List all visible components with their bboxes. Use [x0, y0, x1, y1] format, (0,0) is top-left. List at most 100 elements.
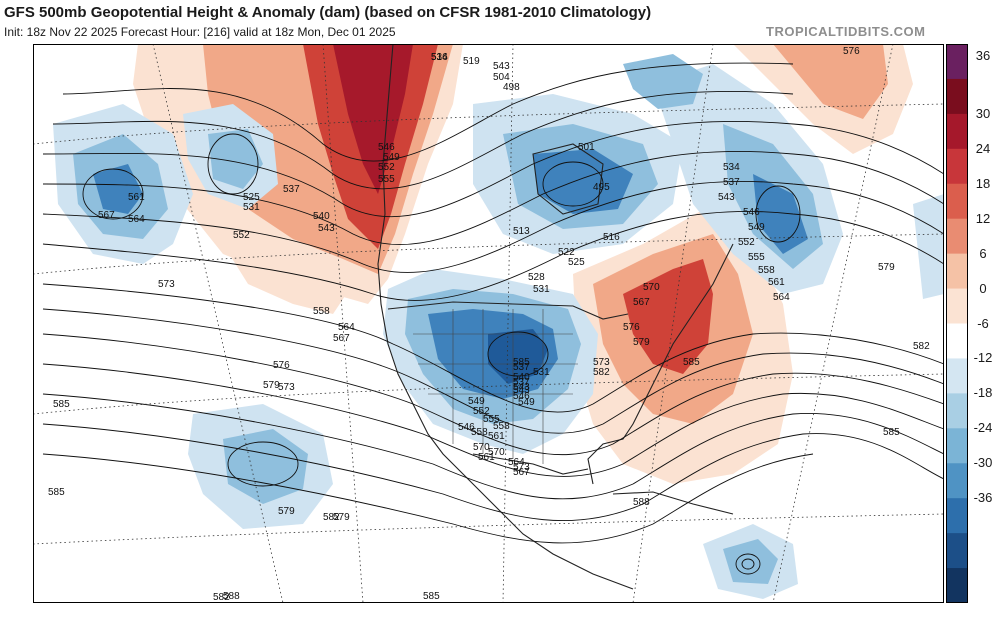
contour-label: 576 — [623, 322, 640, 333]
closed-low-caribbean-inner — [741, 558, 755, 570]
contour-label: 582 — [913, 341, 930, 352]
colorbar-band — [946, 148, 968, 185]
colorbar-band — [946, 393, 968, 429]
contour-label: 498 — [503, 82, 520, 93]
contour-label: 546 — [458, 422, 475, 433]
brand-watermark: TROPICALTIDBITS.COM — [766, 24, 926, 39]
contour-label: 579 — [278, 506, 295, 517]
cuba — [612, 491, 734, 515]
contour-label: 543 — [318, 223, 335, 234]
contour-label: 582 — [593, 367, 610, 378]
geopotential-map: 516 519 5435044985014955135165225255285315… — [33, 44, 944, 603]
colorbar-tick-label: 24 — [975, 140, 991, 156]
contour-label: 576 — [273, 360, 290, 371]
contour-label: 552 — [233, 230, 250, 241]
contour-label: 537 — [723, 177, 740, 188]
contour-label: 561 — [768, 277, 785, 288]
contour-label: 537 — [513, 362, 530, 373]
closed-low-subtropical — [227, 441, 299, 487]
contour-label: 537 — [283, 184, 300, 195]
contour-label: 501 — [578, 142, 595, 153]
contour-label: 549 — [383, 152, 400, 163]
colorbar-tick-label: -24 — [973, 420, 993, 436]
contour-label: 579 — [878, 262, 895, 273]
contour-label: 579 — [333, 512, 350, 523]
colorbar-band — [946, 253, 968, 290]
contour-label: 525 — [568, 257, 585, 268]
colorbar-band — [946, 568, 968, 603]
colorbar-band — [946, 498, 968, 534]
contour-label: 543 — [513, 382, 530, 393]
contour-label: 573 — [513, 462, 530, 473]
contour-label: 522 — [558, 247, 575, 258]
contour-label: 561 — [128, 192, 145, 203]
contour-label: 525 — [243, 192, 260, 203]
contour-label: 564 — [773, 292, 790, 303]
contour-label: 558 — [471, 427, 488, 438]
contour-label: 582 — [323, 512, 340, 523]
anomaly-blue-greenland — [623, 54, 703, 109]
contour-label: 585 — [883, 427, 900, 438]
state-lines-layer — [413, 309, 578, 464]
contour-label: 582 — [213, 592, 230, 603]
contour-label: 573 — [593, 357, 610, 368]
colorbar-band — [946, 183, 968, 220]
contour-label: 540 — [313, 211, 330, 222]
contour-label: 555 — [378, 174, 395, 185]
colorbar-tick-label: 18 — [975, 175, 991, 191]
contour-label: 549 — [468, 396, 485, 407]
anomaly-blue-labrador-core — [753, 174, 808, 254]
contour-label: 579 — [633, 337, 650, 348]
colorbar-tick-label: 12 — [975, 210, 991, 226]
colorbar-band — [946, 44, 968, 80]
contour-label: 531 — [243, 202, 260, 213]
colorbar-tick-label: 0 — [979, 280, 987, 296]
contour-label: 549 — [518, 397, 535, 408]
contour-label: 585 — [48, 487, 65, 498]
colorbar-band — [946, 288, 968, 324]
chart-subtitle: Init: 18z Nov 22 2025 Forecast Hour: [21… — [4, 25, 396, 39]
anomaly-red-north-atlantic-mid — [773, 44, 888, 119]
contour-label: 585 — [513, 357, 530, 368]
anomaly-colorbar — [946, 44, 968, 603]
colorbar-band — [946, 218, 968, 255]
contour-label: 576 — [843, 46, 860, 57]
contour-label: 516 — [431, 52, 448, 63]
contour-label: 570 — [473, 442, 490, 453]
contour-label: 546 — [743, 207, 760, 218]
chart-title: GFS 500mb Geopotential Height & Anomaly … — [4, 4, 652, 21]
colorbar-band — [946, 113, 968, 150]
contour-label: 552 — [473, 406, 490, 417]
contour-label: 519 — [463, 56, 480, 67]
colorbar-band — [946, 428, 968, 464]
positive-anomaly-layer — [133, 44, 913, 484]
contour-label: 579 — [263, 380, 280, 391]
us-canada-border — [387, 301, 629, 320]
contour-label: 567 — [513, 467, 530, 478]
contour-label: 531 — [533, 284, 550, 295]
contour-label: 546 — [513, 391, 530, 402]
height-contours — [42, 62, 944, 575]
contour-label: 570 — [488, 447, 505, 458]
contour-label: 561 — [488, 431, 505, 442]
contour-label: 552 — [378, 162, 395, 173]
anomaly-blue-caribbean-low-mid — [723, 539, 778, 584]
contour-label: 495 — [593, 182, 610, 193]
closed-low-labrador — [755, 185, 801, 243]
contour-label: 567 — [633, 297, 650, 308]
contour-label: 543 — [493, 61, 510, 72]
contour-label: 537 — [513, 377, 530, 388]
contour-label: 585 — [53, 399, 70, 410]
anomaly-red-ridge-west-deep — [333, 44, 413, 194]
contour-label: 561 — [478, 452, 495, 463]
closed-low-us — [487, 331, 549, 377]
contour-label: 534 — [723, 162, 740, 173]
contour-label: 528 — [528, 272, 545, 283]
colorbar-band — [946, 323, 968, 359]
colorbar-band — [946, 533, 968, 569]
contour-label: 573 — [278, 382, 295, 393]
contour-label: 504 — [493, 72, 510, 83]
contour-label: 543 — [718, 192, 735, 203]
contour-label: 588 — [223, 591, 240, 602]
contour-label: 564 — [508, 457, 525, 468]
